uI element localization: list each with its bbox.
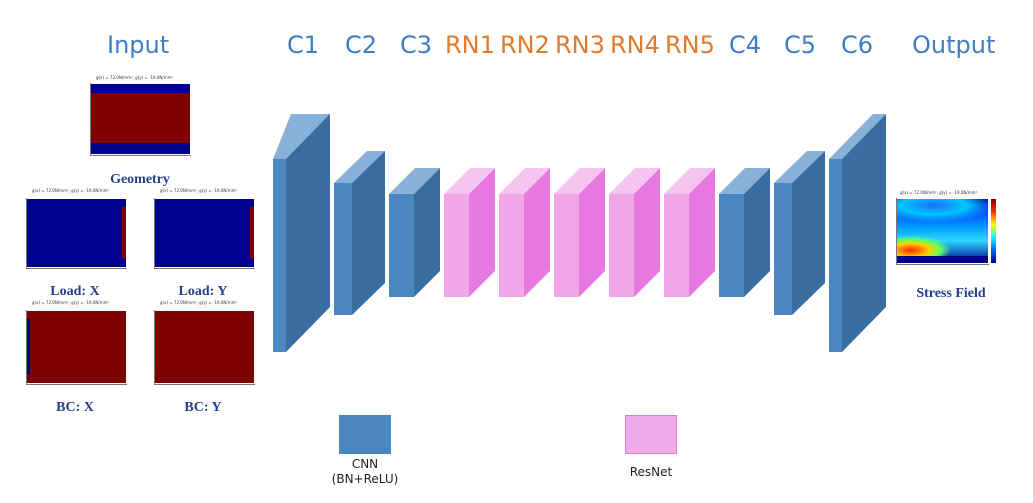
bc-y-plot-title: g(x) = 72.0N/mm², g(y) = -19.0N/mm²	[160, 300, 238, 305]
geometry-caption: Geometry	[110, 172, 170, 187]
load-x-plot-axes	[26, 198, 127, 269]
bc-x-plot: g(x) = 72.0N/mm², g(y) = -19.0N/mm²	[20, 300, 130, 392]
geometry-plot-title: g(x) = 72.0N/mm², g(y) = -19.0N/mm²	[96, 75, 174, 80]
layer-c4	[719, 168, 770, 297]
layer-rn2	[499, 168, 550, 297]
bc-x-plot-field	[27, 311, 126, 383]
bc-y-plot-field	[155, 311, 254, 383]
header-c4: C4	[729, 31, 762, 59]
stress-field-plot: g(x) = 72.0N/mm², g(y) = -19.0N/mm²	[892, 190, 1004, 272]
geometry-plot-field	[91, 84, 190, 154]
layer-rn4	[609, 168, 660, 297]
layer-rn3	[554, 168, 605, 297]
stress-field-heatmap	[897, 199, 988, 263]
cnn-legend-label: CNN (BN+ReLU)	[320, 457, 410, 487]
bc-y-plot-axes	[154, 310, 255, 385]
header-input: Input	[107, 31, 170, 59]
geometry-plot-axes	[90, 83, 191, 156]
stress-field-plot-title: g(x) = 72.0N/mm², g(y) = -19.0N/mm²	[900, 190, 978, 195]
stress-field-caption: Stress Field	[916, 286, 986, 301]
bc-x-plot-axes	[26, 310, 127, 385]
resnet-legend-label: ResNet	[629, 465, 673, 479]
load-y-plot: g(x) = 72.0N/mm², g(y) = -19.0N/mm²	[148, 188, 258, 276]
header-c2: C2	[345, 31, 378, 59]
header-rn2: RN2	[500, 31, 550, 59]
load-y-caption: Load: Y	[178, 284, 228, 299]
header-rn4: RN4	[610, 31, 660, 59]
cnn-legend-swatch	[339, 415, 391, 454]
bc-x-plot-title: g(x) = 72.0N/mm², g(y) = -19.0N/mm²	[32, 300, 110, 305]
header-c3: C3	[400, 31, 433, 59]
resnet-legend-swatch	[625, 415, 677, 454]
bc-y-plot: g(x) = 72.0N/mm², g(y) = -19.0N/mm²	[148, 300, 258, 392]
header-c1: C1	[287, 31, 320, 59]
load-x-plot-title: g(x) = 72.0N/mm², g(y) = -19.0N/mm²	[32, 188, 110, 193]
layer-c5	[774, 151, 825, 315]
geometry-plot: g(x) = 72.0N/mm², g(y) = -19.0N/mm²	[84, 75, 194, 165]
header-rn5: RN5	[665, 31, 715, 59]
header-rn3: RN3	[555, 31, 605, 59]
load-x-plot: g(x) = 72.0N/mm², g(y) = -19.0N/mm²	[20, 188, 130, 276]
load-x-plot-field	[27, 199, 126, 267]
load-y-plot-title: g(x) = 72.0N/mm², g(y) = -19.0N/mm²	[160, 188, 238, 193]
stress-field-colorbar	[991, 199, 996, 263]
header-c6: C6	[841, 31, 874, 59]
header-rn1: RN1	[445, 31, 495, 59]
load-y-plot-axes	[154, 198, 255, 269]
layer-rn1	[444, 168, 495, 297]
header-c5: C5	[784, 31, 817, 59]
cnn-legend-line2: (BN+ReLU)	[331, 472, 399, 486]
header-output: Output	[912, 31, 996, 59]
load-y-plot-field	[155, 199, 254, 267]
bc-x-caption: BC: X	[56, 400, 94, 415]
layer-rn5	[664, 168, 715, 297]
stress-field-plot-axes	[896, 198, 989, 265]
layer-c1	[273, 114, 330, 352]
load-x-caption: Load: X	[50, 284, 100, 299]
layer-c3	[389, 168, 440, 297]
layer-c6	[829, 114, 886, 352]
cnn-legend-line1: CNN	[351, 457, 379, 471]
layer-c2	[334, 151, 385, 315]
bc-y-caption: BC: Y	[184, 400, 222, 415]
